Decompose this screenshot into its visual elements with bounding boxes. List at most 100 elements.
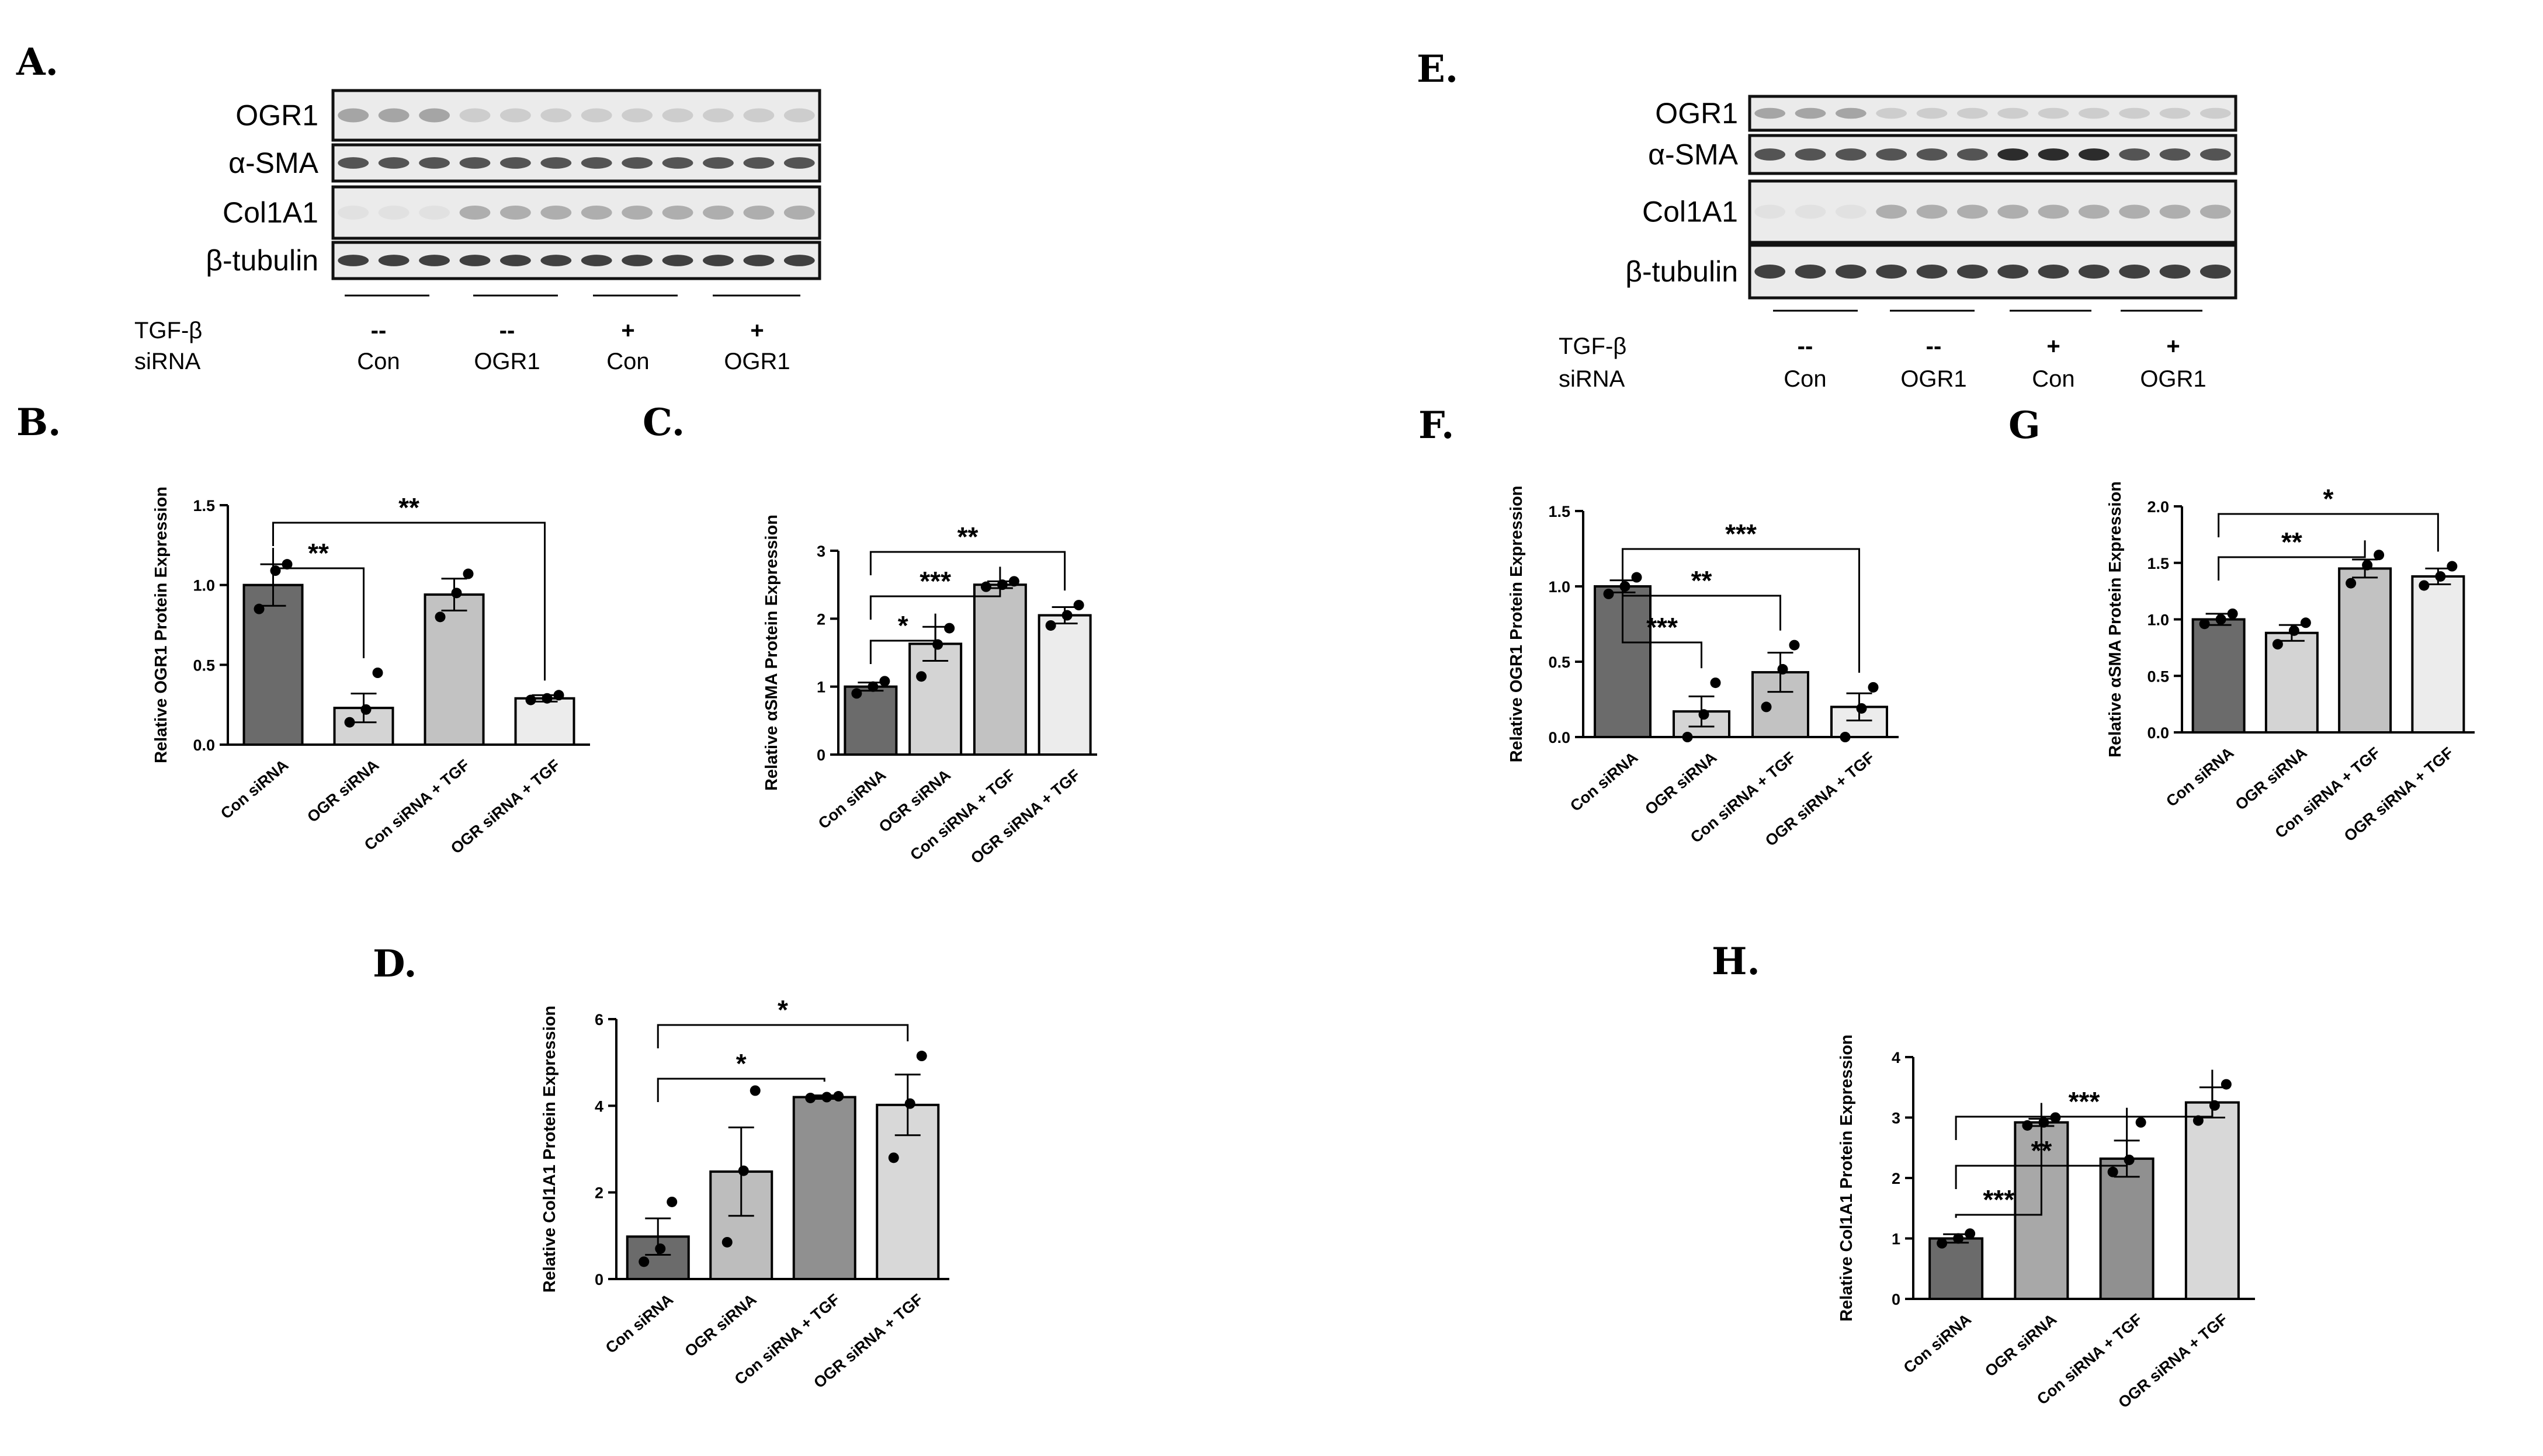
data-point xyxy=(1603,588,1614,599)
significance-bracket xyxy=(2218,513,2439,552)
data-point xyxy=(1761,701,1772,713)
sirna-value: Con xyxy=(357,349,400,374)
y-tick-label: 0.0 xyxy=(193,736,215,754)
significance-bracket xyxy=(1622,564,1781,631)
y-tick-label: 6 xyxy=(595,1011,603,1028)
bar xyxy=(242,583,304,746)
data-point xyxy=(805,1092,816,1103)
data-point xyxy=(2374,550,2385,561)
data-point xyxy=(851,688,862,699)
significance-label: ** xyxy=(957,522,979,552)
significance-bracket xyxy=(1955,1103,2042,1218)
data-point xyxy=(1856,703,1867,714)
bar-chart-g: G 0.0 0.5 1.0 1.5 2.0 Relative αSMA Protein Ex… xyxy=(2008,404,2475,845)
data-point xyxy=(2135,1117,2146,1128)
significance-label: *** xyxy=(1983,1184,2014,1215)
x-tick-label: Con siRNA xyxy=(217,756,292,823)
y-tick-label: 2 xyxy=(595,1184,603,1202)
data-point xyxy=(904,1098,915,1109)
significance-label: *** xyxy=(1725,519,1757,549)
data-point xyxy=(1008,576,1019,587)
blot-strip xyxy=(331,185,821,240)
sirna-label: siRNA xyxy=(134,349,201,374)
data-point xyxy=(916,671,927,682)
y-tick-label: 1.0 xyxy=(1548,578,1570,596)
data-point xyxy=(1777,663,1788,675)
data-point xyxy=(2199,618,2210,630)
data-point xyxy=(821,1092,832,1103)
blot-row-label: OGR1 xyxy=(1655,97,1738,130)
y-tick-label: 1.5 xyxy=(2147,555,2169,572)
blot-row-label: Col1A1 xyxy=(223,196,318,229)
x-tick-label: Con siRNA xyxy=(1567,749,1641,815)
data-point xyxy=(435,611,446,623)
significance-bracket xyxy=(1622,548,1860,673)
blot-row-label: Col1A1 xyxy=(1642,196,1738,228)
significance-label: *** xyxy=(920,566,951,596)
blot-strip xyxy=(1748,244,2237,300)
y-tick-label: 0 xyxy=(1892,1291,1900,1308)
y-tick-label: 2.0 xyxy=(2147,498,2169,516)
bar-chart-d: D. 0 2 4 6 Relative Col1A1 Protein Expression… xyxy=(373,942,949,1392)
significance-bracket xyxy=(869,567,1001,620)
data-point xyxy=(2419,580,2430,591)
data-point xyxy=(2346,578,2357,589)
blot-row-label: β-tubulin xyxy=(1625,255,1738,288)
significance-bracket xyxy=(1955,1107,2128,1189)
panel-label: G xyxy=(2008,404,2041,447)
data-point xyxy=(1061,610,1073,621)
y-tick-label: 2 xyxy=(1892,1170,1900,1187)
blot-strip xyxy=(331,89,821,142)
significance-bracket xyxy=(657,1078,825,1102)
significance-label: ** xyxy=(1691,565,1712,596)
y-tick-label: 0.5 xyxy=(193,656,215,674)
blot-row-label: OGR1 xyxy=(235,99,318,132)
data-point xyxy=(2209,1100,2220,1111)
data-point xyxy=(655,1243,666,1255)
bar xyxy=(2264,631,2319,734)
sirna-value: Con xyxy=(2032,366,2074,392)
y-tick-label: 4 xyxy=(595,1097,603,1115)
blot-row-label: α-SMA xyxy=(228,147,319,179)
bar xyxy=(1928,1237,1984,1300)
y-tick-label: 1.5 xyxy=(193,497,215,515)
panel-label: E. xyxy=(1417,47,1458,91)
data-point xyxy=(463,568,474,579)
data-point xyxy=(254,603,265,614)
y-axis-label: Relative Col1A1 Protein Expression xyxy=(540,1006,559,1293)
data-point xyxy=(1965,1228,1976,1239)
data-point xyxy=(667,1196,678,1207)
data-point xyxy=(1710,677,1721,689)
bar-chart-b: B. 0.0 0.5 1.0 1.5 Relative OGR1 Protein Expr… xyxy=(16,401,590,857)
y-axis-label: Relative αSMA Protein Expression xyxy=(2106,481,2125,757)
tgf-value: + xyxy=(2046,333,2060,359)
x-tick-label: OGR siRNA xyxy=(681,1291,759,1360)
data-point xyxy=(1953,1233,1964,1244)
tgf-value: -- xyxy=(1926,333,1942,359)
bar xyxy=(514,697,575,746)
significance-label: * xyxy=(778,995,788,1025)
bar-chart-c: C. 0 1 2 3 Relative αSMA Protein Expression Co… xyxy=(643,401,1097,867)
y-tick-label: 3 xyxy=(817,543,825,560)
bar xyxy=(792,1096,856,1280)
x-tick-label: Con siRNA xyxy=(2163,744,2237,811)
bar xyxy=(2184,1101,2240,1300)
x-tick-label: Con siRNA xyxy=(602,1291,676,1357)
data-point xyxy=(2227,608,2238,619)
data-point xyxy=(2107,1166,2118,1177)
western-blot-1: E. OGR1 α-SMA Col1A1 β-tubulin TGF-β siRNA -- Co… xyxy=(1417,47,2237,392)
data-point xyxy=(270,565,281,576)
y-axis-label: Relative OGR1 Protein Expression xyxy=(152,487,171,763)
panel-label: D. xyxy=(373,942,417,986)
data-point xyxy=(868,681,879,692)
tgf-value: + xyxy=(750,318,764,343)
data-point xyxy=(888,1152,899,1163)
sirna-label: siRNA xyxy=(1559,366,1625,392)
data-point xyxy=(2288,625,2299,636)
data-point xyxy=(344,717,355,728)
western-blot-0: A. OGR1 α-SMA Col1A1 β-tubulin TGF-β siRNA -- Co… xyxy=(16,40,821,374)
data-point xyxy=(2272,639,2283,650)
bar xyxy=(973,583,1027,756)
data-point xyxy=(1698,709,1709,720)
data-point xyxy=(282,559,293,570)
